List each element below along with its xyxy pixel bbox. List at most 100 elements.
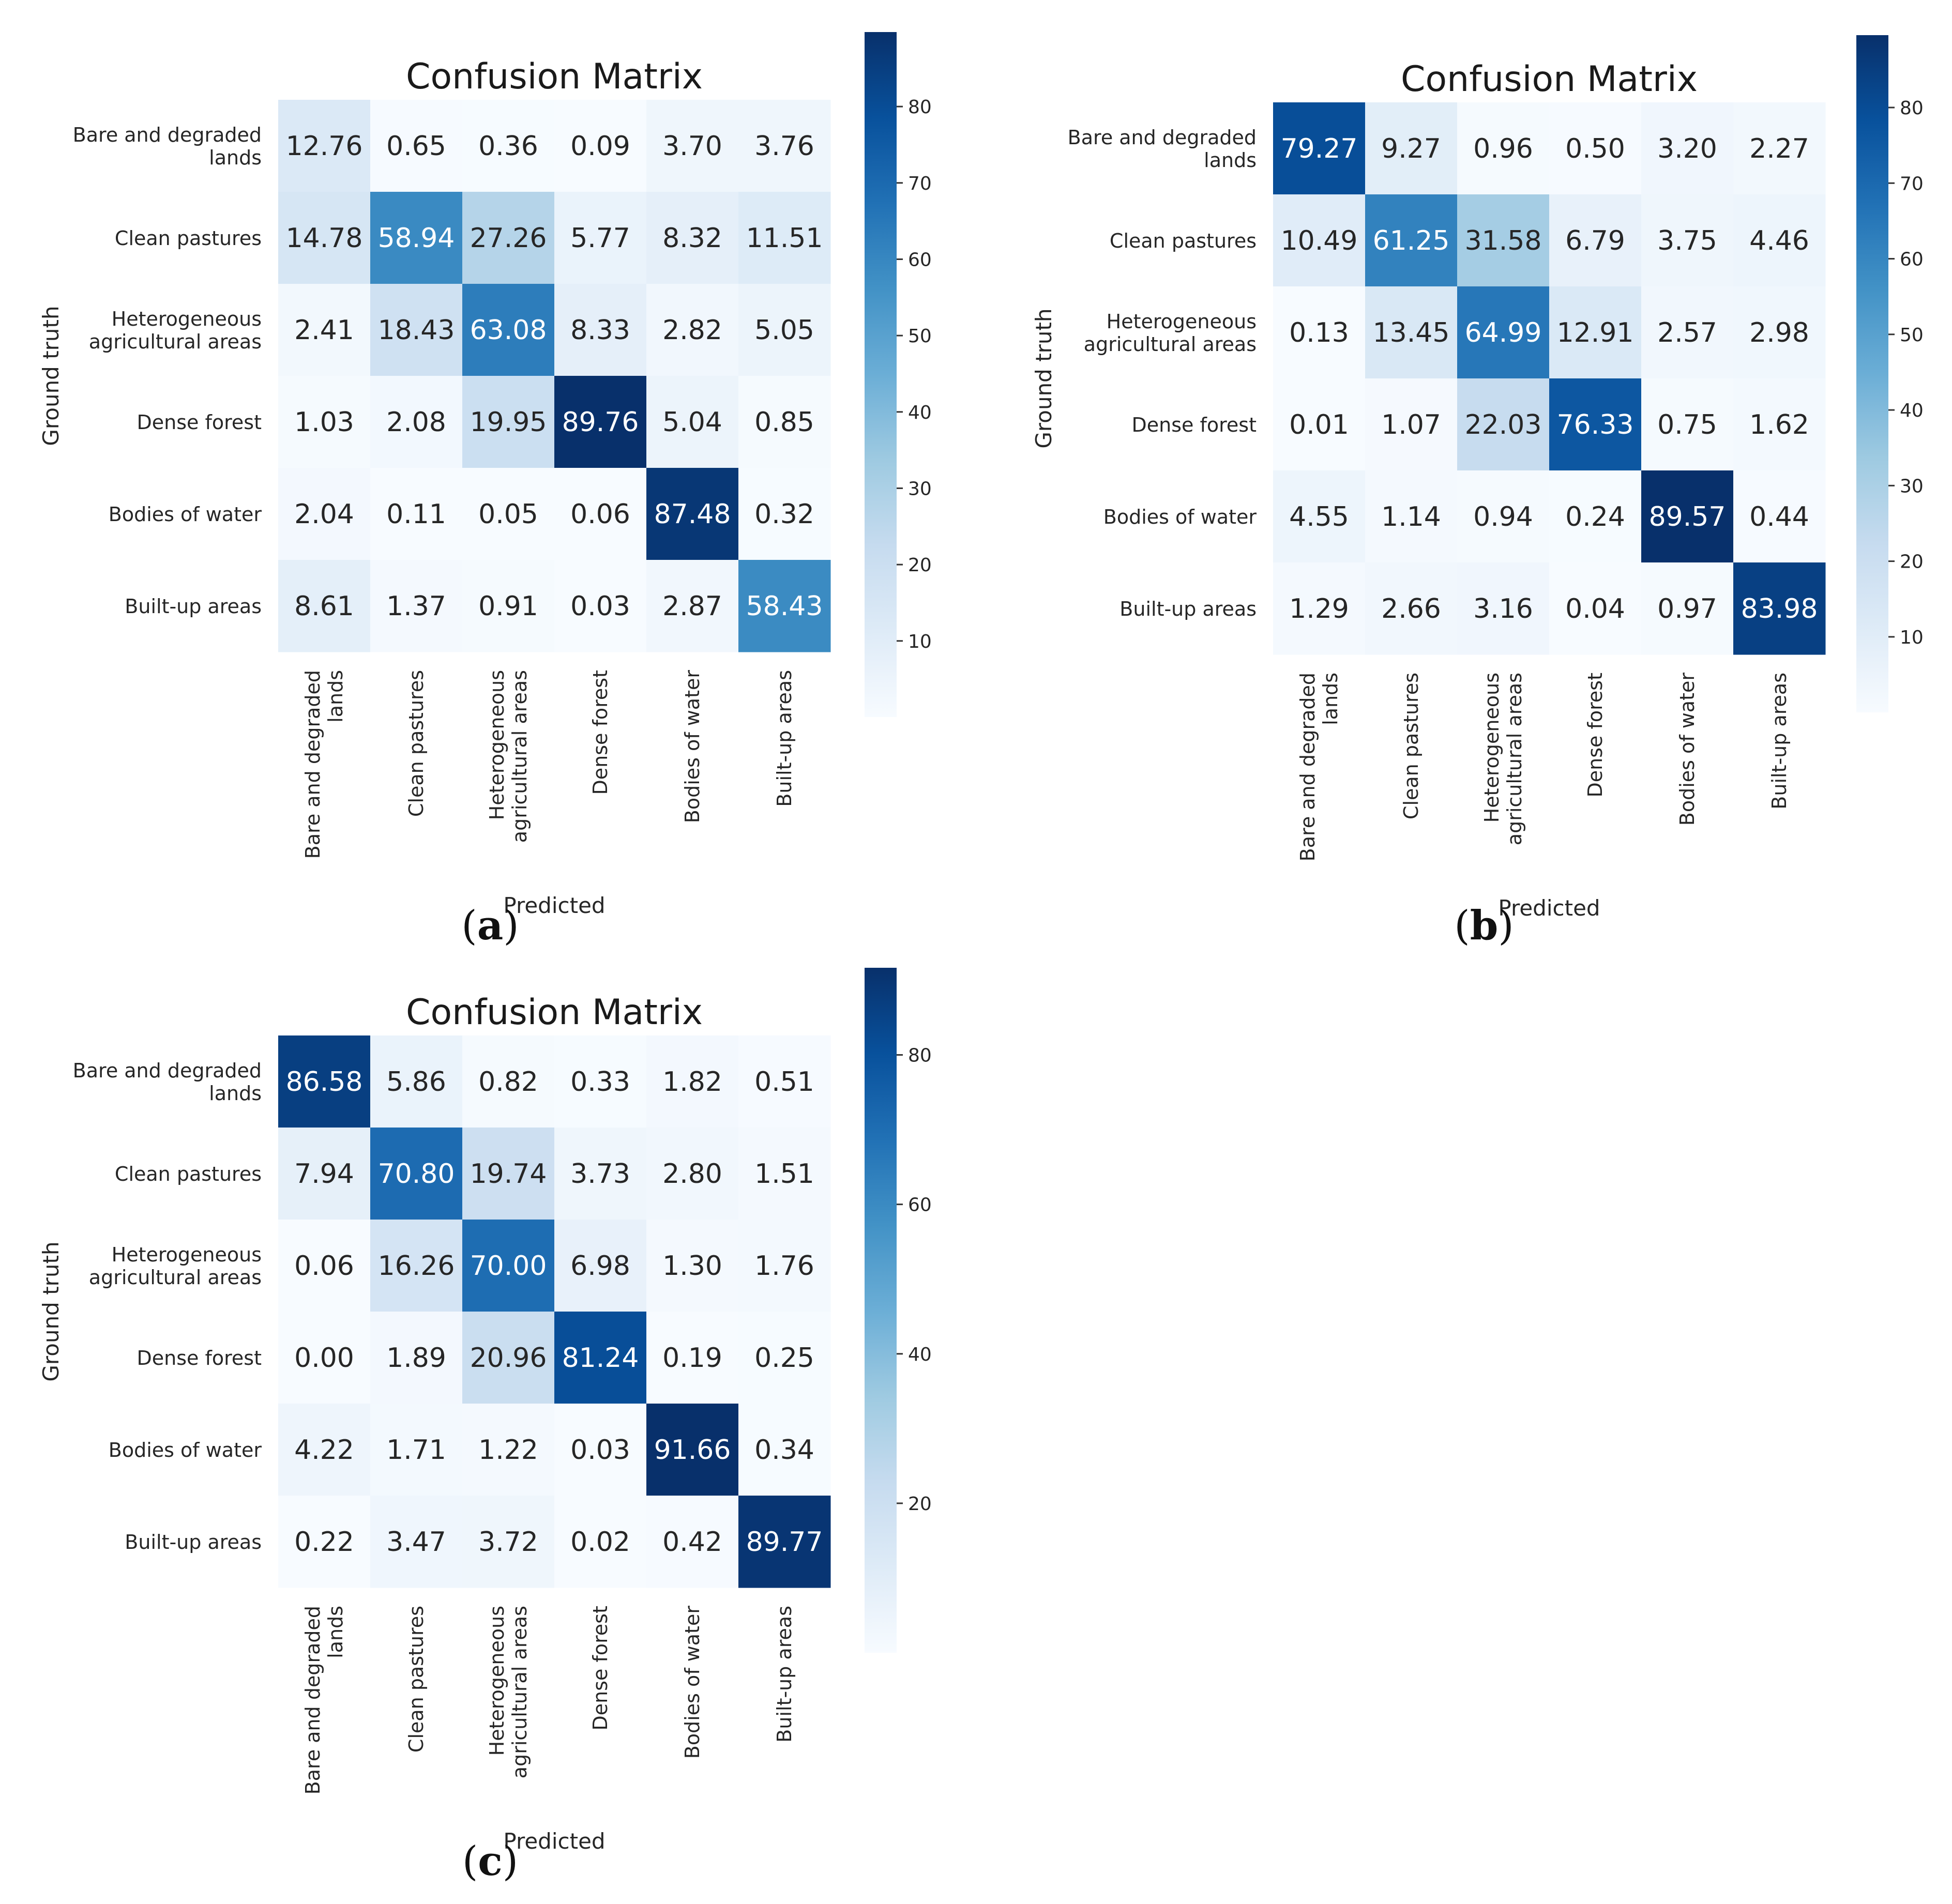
row-label-4: Bodies of water	[1103, 506, 1257, 528]
heatmap-cell-r4-c0	[278, 1404, 371, 1496]
cell-value-r4-c1: 1.14	[1381, 501, 1441, 532]
cell-value-r5-c0: 0.22	[294, 1527, 354, 1558]
heatmap-cell-r1-c1	[370, 192, 463, 284]
cell-value-r3-c4: 0.19	[662, 1343, 722, 1374]
panel-label-b: (b)	[1454, 902, 1514, 949]
cell-value-r5-c1: 3.47	[386, 1527, 446, 1558]
colorbar-tick-label-3: 80	[908, 1045, 932, 1067]
cell-value-r4-c3: 0.06	[570, 499, 630, 530]
heatmap-cell-r5-c1	[370, 560, 463, 652]
cell-value-r5-c3: 0.03	[570, 591, 630, 622]
heatmap-cell-r2-c0	[278, 284, 371, 376]
heatmap-cell-r1-c3	[1549, 194, 1642, 287]
cell-value-r4-c0: 2.04	[294, 499, 354, 530]
row-label-2: Heterogeneous agricultural areas	[89, 1243, 262, 1289]
heatmap-cell-r0-c2	[462, 1035, 555, 1128]
heatmap-cell-r0-c4	[646, 1035, 739, 1128]
cell-value-r2-c2: 64.99	[1465, 317, 1542, 348]
colorbar-tick-label-0: 10	[1900, 627, 1924, 648]
cell-value-r2-c0: 2.41	[294, 315, 354, 346]
cell-value-r3-c5: 0.85	[754, 407, 814, 438]
cell-value-r5-c1: 1.37	[386, 591, 446, 622]
cell-value-r2-c3: 12.91	[1557, 317, 1634, 348]
cell-value-r5-c5: 89.77	[746, 1527, 823, 1558]
x-axis-label: Predicted	[1498, 895, 1600, 921]
cell-value-r4-c5: 0.44	[1749, 501, 1809, 532]
chart-title: Confusion Matrix	[406, 56, 703, 97]
cell-value-r5-c0: 1.29	[1289, 593, 1349, 624]
cell-value-r2-c1: 13.45	[1373, 317, 1450, 348]
heatmap-cell-r1-c5	[738, 1128, 831, 1220]
cell-value-r2-c5: 2.98	[1749, 317, 1809, 348]
cell-value-r2-c0: 0.13	[1289, 317, 1349, 348]
col-label-0: Bare and degradedlands	[301, 1606, 347, 1794]
heatmap-cell-r1-c2	[462, 192, 555, 284]
cell-value-r5-c3: 0.02	[570, 1527, 630, 1558]
cell-value-r4-c0: 4.55	[1289, 501, 1349, 532]
cell-value-r5-c4: 0.97	[1657, 593, 1717, 624]
heatmap-cell-r5-c3	[554, 560, 647, 652]
cell-value-r4-c1: 0.11	[386, 499, 446, 530]
col-label-2: Heterogeneousagricultural areas	[486, 670, 531, 843]
heatmap-cell-r1-c1	[1365, 194, 1458, 287]
heatmap-cell-r3-c0	[1273, 378, 1366, 471]
cell-value-r0-c0: 86.58	[286, 1067, 363, 1098]
heatmap-cell-r3-c4	[646, 376, 739, 468]
heatmap-cell-r2-c2	[1457, 286, 1550, 379]
colorbar-tick-label-4: 50	[1900, 325, 1924, 346]
heatmap-cell-r4-c0	[1273, 470, 1366, 563]
cell-value-r3-c1: 2.08	[386, 407, 446, 438]
heatmap-cell-r2-c1	[370, 1220, 463, 1312]
cell-value-r4-c2: 0.05	[478, 499, 538, 530]
heatmap-cell-r2-c5	[1733, 286, 1826, 379]
cell-value-r5-c5: 83.98	[1741, 593, 1818, 624]
chart-title: Confusion Matrix	[406, 992, 703, 1033]
heatmap-cell-r3-c1	[370, 376, 463, 468]
heatmap-cell-r3-c3	[554, 1312, 647, 1404]
col-label-1: Clean pastures	[405, 670, 428, 817]
cell-value-r4-c4: 87.48	[654, 499, 731, 530]
heatmap-cell-r5-c5	[738, 560, 831, 652]
row-label-3: Dense forest	[137, 411, 262, 434]
cell-value-r3-c4: 5.04	[662, 407, 722, 438]
cell-value-r4-c3: 0.03	[570, 1435, 630, 1466]
heatmap-cell-r2-c3	[554, 1220, 647, 1312]
chart-title: Confusion Matrix	[1401, 59, 1698, 100]
colorbar-tick-label-6: 70	[908, 173, 932, 194]
cell-value-r2-c3: 6.98	[570, 1251, 630, 1282]
cell-value-r1-c2: 19.74	[470, 1159, 547, 1190]
heatmap-cell-r3-c2	[462, 1312, 555, 1404]
heatmap-cell-r0-c3	[1549, 102, 1642, 195]
heatmap-cell-r3-c1	[1365, 378, 1458, 471]
heatmap-cell-r0-c5	[1733, 102, 1826, 195]
heatmap-cell-r2-c4	[646, 1220, 739, 1312]
col-label-2: Heterogeneousagricultural areas	[1480, 673, 1526, 845]
colorbar-tick-label-4: 50	[908, 326, 932, 347]
colorbar-tick-label-1: 20	[1900, 552, 1924, 573]
heatmap-cell-r3-c4	[1641, 378, 1734, 471]
cell-value-r5-c2: 0.91	[478, 591, 538, 622]
heatmap-cell-r3-c1	[370, 1312, 463, 1404]
cell-value-r1-c1: 58.94	[378, 223, 455, 254]
row-label-1: Clean pastures	[1110, 230, 1257, 252]
cell-value-r1-c0: 7.94	[294, 1159, 354, 1190]
cell-value-r0-c2: 0.36	[478, 131, 538, 162]
colorbar-tick-label-3: 40	[1900, 400, 1924, 421]
row-label-0: Bare and degraded lands	[73, 1059, 262, 1105]
col-label-3: Dense forest	[589, 670, 612, 795]
heatmap-cell-r0-c4	[646, 100, 739, 192]
cell-value-r3-c3: 89.76	[562, 407, 639, 438]
heatmap-cell-r3-c4	[646, 1312, 739, 1404]
heatmap-cell-r4-c0	[278, 468, 371, 560]
cell-value-r0-c5: 0.51	[754, 1067, 814, 1098]
cell-value-r5-c1: 2.66	[1381, 593, 1441, 624]
heatmap-cell-r4-c1	[1365, 470, 1458, 563]
cell-value-r0-c3: 0.09	[570, 131, 630, 162]
y-axis-label: Ground truth	[38, 306, 64, 446]
cell-value-r1-c0: 10.49	[1281, 225, 1358, 256]
heatmap-cell-r4-c4	[646, 468, 739, 560]
cell-value-r0-c3: 0.50	[1565, 133, 1625, 164]
heatmap-cell-r4-c3	[554, 468, 647, 560]
cell-value-r5-c5: 58.43	[746, 591, 823, 622]
